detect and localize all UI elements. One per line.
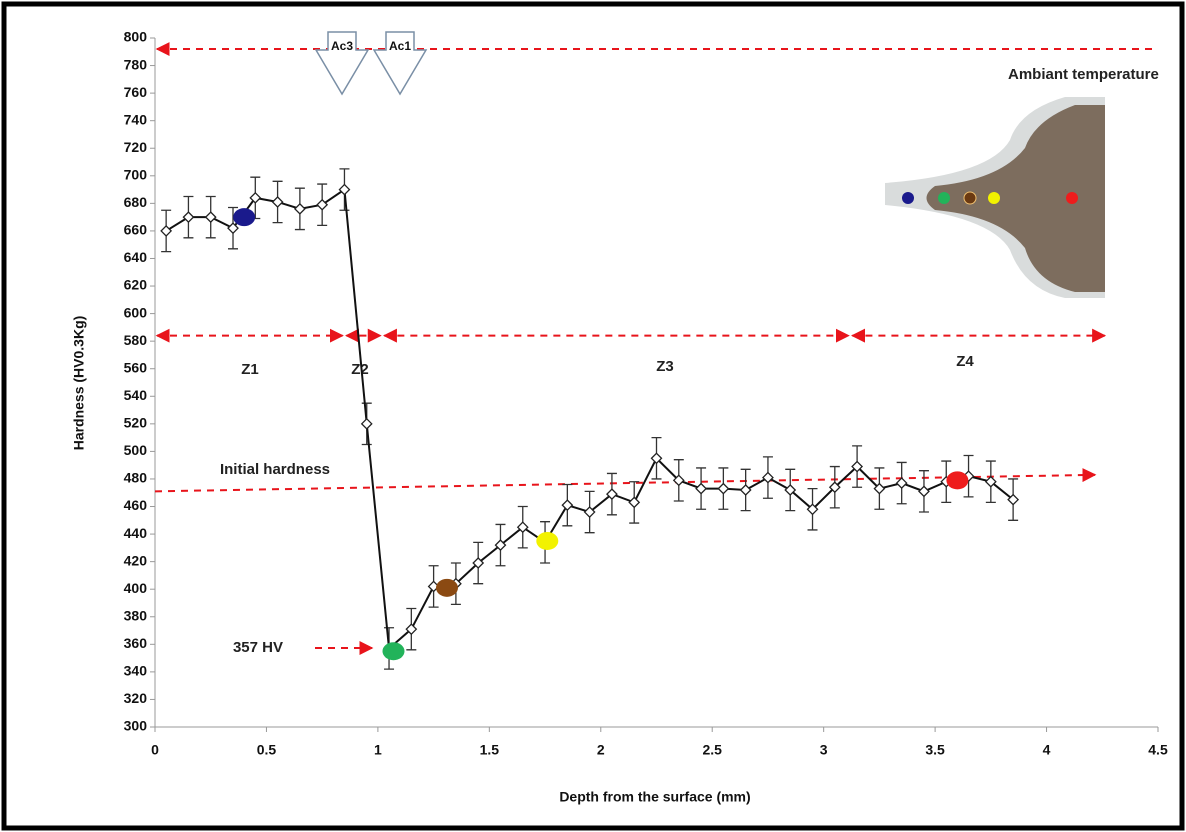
data-point [695,482,707,495]
inset-dot [963,191,977,205]
transformation-label: Ac3 [331,39,353,53]
data-point [271,196,284,208]
data-point [762,471,774,484]
data-point [583,506,596,518]
y-tick-label: 760 [124,84,148,100]
x-tick-label: 0.5 [257,742,277,758]
x-tick-label: 2 [597,742,605,758]
y-tick-label: 640 [124,249,148,265]
data-point [204,211,217,224]
transformation-arrow [314,31,370,96]
y-tick-label: 360 [124,635,148,651]
inset-dot [988,192,1000,204]
data-point [628,496,641,509]
zone-label: Z1 [241,361,259,378]
highlight-point [233,208,256,227]
y-tick-label: 300 [124,718,148,734]
data-point [360,417,373,430]
y-tick-label: 800 [124,29,148,45]
x-tick-label: 4.5 [1148,742,1168,758]
y-tick-label: 420 [124,552,148,568]
data-point [316,198,329,211]
zone-label: Z4 [956,353,974,370]
x-tick-label: 3 [820,742,828,758]
data-point [227,222,239,235]
data-point [984,475,997,488]
x-tick-label: 1.5 [480,742,500,758]
y-tick-label: 440 [124,525,148,541]
highlight-point [435,578,458,597]
data-point [472,557,485,569]
y-tick-label: 660 [124,222,148,238]
zone-label: Z3 [656,358,674,375]
y-tick-label: 740 [124,111,148,127]
y-tick-label: 560 [124,359,148,375]
y-tick-label: 600 [124,304,148,320]
data-point [895,477,908,490]
initial-hardness-line [154,468,1097,493]
x-tick-label: 1 [374,742,382,758]
data-point [1007,493,1020,506]
data-point [672,474,685,487]
x-tick-label: 3.5 [925,742,945,758]
data-point [516,521,529,534]
data-point [806,503,819,516]
highlight-point [382,642,405,661]
data-point [293,202,306,215]
y-tick-label: 620 [124,277,148,293]
x-tick-label: 0 [151,742,159,758]
inset-dot [902,192,914,204]
y-tick-label: 580 [124,332,148,348]
annotation: 357 HV [233,639,283,656]
y-tick-label: 500 [124,442,148,458]
transformation-arrow [372,31,428,96]
annotation: Initial hardness [220,461,330,478]
y-tick-label: 720 [124,139,148,155]
data-point [873,482,886,495]
transformation-label: Ac1 [389,39,411,53]
y-tick-label: 780 [124,56,148,72]
y-tick-label: 400 [124,580,148,596]
data-point [606,488,618,501]
x-tick-label: 2.5 [702,742,722,758]
data-point [405,623,418,636]
y-axis-title: Hardness (HV0.3Kg) [71,316,87,451]
data-point [160,225,173,237]
inset-dot [1066,192,1078,204]
inset-dot [938,192,950,204]
y-tick-label: 340 [124,663,148,679]
data-point [494,539,507,552]
y-tick-label: 480 [124,470,148,486]
data-point [851,460,864,473]
highlight-point [946,471,969,490]
data-point [739,484,752,496]
y-tick-label: 460 [124,497,148,513]
y-tick-label: 540 [124,387,148,403]
data-point [717,482,730,495]
highlight-point [536,531,559,550]
inset [885,97,1105,298]
y-tick-label: 320 [124,690,148,706]
data-point [561,499,574,512]
y-tick-label: 680 [124,194,148,210]
data-point [828,481,841,494]
data-point [918,485,930,498]
annotation: Ambiant temperature [1008,66,1159,83]
data-point [249,191,262,204]
y-tick-label: 380 [124,607,148,623]
x-axis-title: Depth from the surface (mm) [559,789,750,805]
data-point [182,211,195,224]
y-tick-label: 700 [124,167,148,183]
inset-core [926,105,1105,292]
y-tick-label: 520 [124,415,148,431]
data-point [338,183,351,196]
zone-label: Z2 [351,361,369,378]
x-tick-label: 4 [1043,742,1051,758]
data-point [784,484,797,496]
data-point [650,452,663,465]
